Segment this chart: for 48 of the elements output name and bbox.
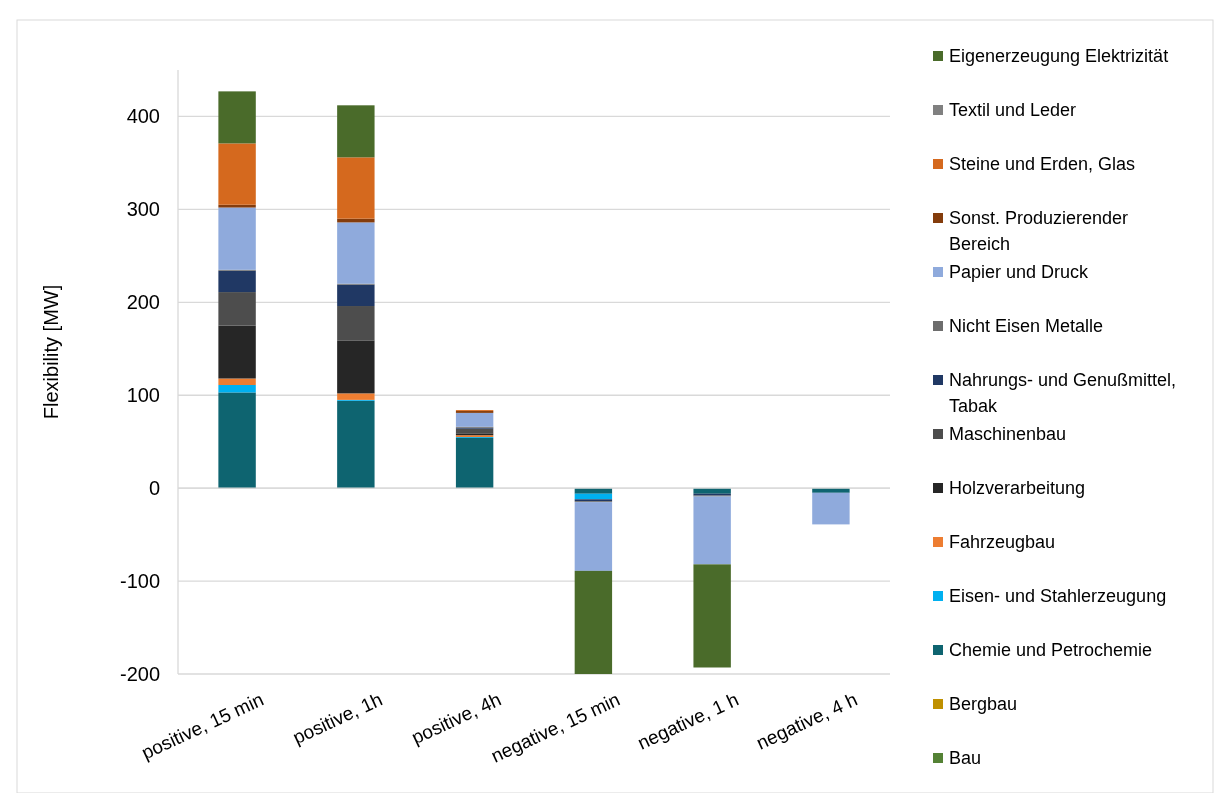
y-tick-label: 0 xyxy=(148,477,160,500)
bar xyxy=(574,502,613,571)
y-tick-label: 300 xyxy=(126,198,160,221)
y-tick-label: -100 xyxy=(119,570,160,593)
legend-label: Eisen- und Stahlerzeugung xyxy=(949,586,1167,607)
bar xyxy=(337,306,375,341)
bar xyxy=(218,91,256,144)
bar xyxy=(337,340,375,394)
legend-label: Chemie und Petrochemie xyxy=(949,640,1153,661)
y-tick-label: 200 xyxy=(126,291,160,314)
bar xyxy=(337,284,375,307)
legend-label: Nahrungs- und Genußmittel, Tabak xyxy=(949,370,1177,417)
bar xyxy=(812,492,850,525)
legend-label: Steine und Erden, Glas xyxy=(949,154,1136,175)
y-tick-label: 100 xyxy=(126,384,160,407)
legend-label: Nicht Eisen Metalle xyxy=(949,316,1104,337)
bar xyxy=(693,564,731,668)
legend-label: Textil und Leder xyxy=(949,100,1077,121)
bar xyxy=(455,437,494,489)
bar xyxy=(218,392,256,489)
bar xyxy=(337,393,375,400)
y-tick-label: -200 xyxy=(119,663,160,685)
legend-label: Bergbau xyxy=(949,694,1018,715)
bar xyxy=(218,207,256,270)
y-axis-title: Flexibility [MW] xyxy=(40,284,62,420)
bar xyxy=(693,488,731,494)
bar xyxy=(337,157,375,219)
legend-label: Maschinenbau xyxy=(949,424,1067,445)
bar xyxy=(218,292,256,326)
legend-label: Sonst. Produzierender Bereich xyxy=(949,208,1129,255)
bar xyxy=(337,105,375,158)
legend-label: Fahrzeugbau xyxy=(949,532,1056,553)
legend-label: Bau xyxy=(949,748,982,769)
bar xyxy=(218,204,256,208)
bar xyxy=(218,143,256,205)
bar xyxy=(218,378,256,386)
bar xyxy=(693,496,731,565)
bar xyxy=(218,325,256,379)
legend-label: Holzverarbeitung xyxy=(949,478,1086,499)
bar xyxy=(574,570,613,674)
bar xyxy=(455,412,494,427)
legend-label: Eigenerzeugung Elektrizität xyxy=(949,46,1169,67)
bar xyxy=(337,222,375,284)
bar xyxy=(218,270,256,293)
y-tick-label: 400 xyxy=(126,105,160,128)
bar xyxy=(218,385,256,393)
legend-label: Papier und Druck xyxy=(949,262,1090,283)
bar xyxy=(337,400,375,489)
